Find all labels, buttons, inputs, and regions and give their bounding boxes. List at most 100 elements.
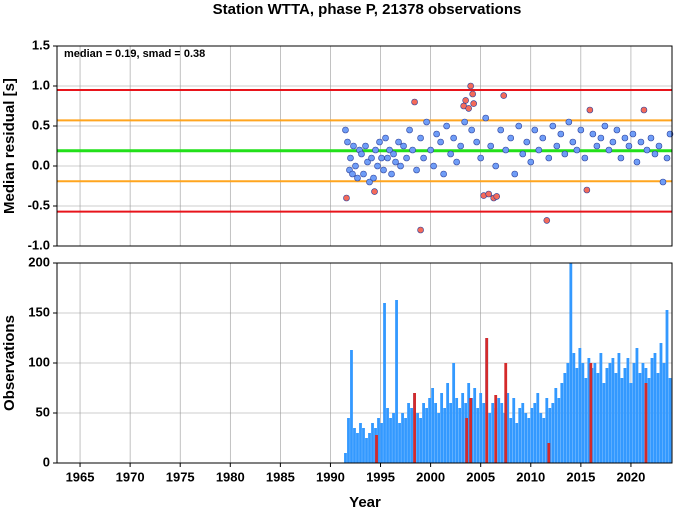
bar	[587, 358, 591, 463]
bar	[650, 358, 654, 463]
y-tick-label: -1.0	[28, 237, 50, 252]
y-tick-label: 50	[36, 404, 50, 419]
bar	[353, 428, 356, 463]
bar	[434, 403, 438, 463]
scatter-point	[605, 146, 613, 154]
scatter-point	[589, 130, 597, 138]
bar	[347, 418, 350, 463]
scatter-point	[468, 126, 475, 134]
scatter-point	[482, 114, 489, 122]
scatter-point	[663, 154, 671, 162]
bar	[575, 368, 579, 463]
x-tick-label: 2010	[516, 469, 545, 484]
scatter-point	[453, 158, 460, 166]
bar	[620, 378, 624, 463]
x-tick-label: 1965	[66, 469, 95, 484]
bar	[593, 363, 597, 463]
scatter-point	[409, 146, 416, 154]
scatter-point	[651, 150, 659, 158]
bar	[469, 398, 473, 463]
scatter-point	[629, 130, 637, 138]
bar	[467, 383, 471, 463]
bar	[527, 418, 531, 463]
annotation: median = 0.19, smad = 0.38	[64, 48, 205, 60]
scatter-point	[457, 142, 464, 150]
bar	[458, 408, 462, 463]
bar	[662, 363, 666, 463]
scatter-point	[350, 142, 357, 150]
scatter-point	[553, 142, 561, 150]
x-tick-label: 1975	[166, 469, 195, 484]
scatter-point	[352, 162, 359, 170]
bar	[506, 393, 510, 463]
bar	[589, 363, 593, 463]
scatter-point	[347, 154, 354, 162]
y-tick-label: 0.5	[32, 117, 50, 132]
scatter-point	[370, 174, 377, 182]
scatter-point	[368, 154, 375, 162]
scatter-point	[601, 122, 609, 130]
bar	[419, 418, 422, 463]
bar	[530, 408, 534, 463]
scatter-point	[461, 118, 468, 126]
plot-area	[344, 263, 672, 463]
bar	[512, 398, 516, 463]
bar	[416, 413, 419, 463]
bar	[641, 363, 645, 463]
x-tick-label: 2020	[616, 469, 645, 484]
bar	[608, 363, 612, 463]
scatter-point	[388, 170, 395, 178]
scatter-point	[358, 150, 365, 158]
bar	[602, 383, 606, 463]
x-tick-label: 1970	[116, 469, 145, 484]
bar	[410, 408, 413, 463]
scatter-point	[343, 194, 350, 202]
scatter-point	[382, 134, 389, 142]
bar	[644, 383, 648, 463]
bar	[389, 418, 392, 463]
bar	[383, 303, 386, 463]
scatter-point	[437, 138, 444, 146]
scatter-point	[420, 154, 427, 162]
bar	[428, 398, 432, 463]
bar	[500, 403, 504, 463]
bar	[653, 353, 657, 463]
scatter-point	[557, 130, 565, 138]
scatter-point	[342, 126, 349, 134]
scatter-point	[477, 154, 484, 162]
bar	[377, 418, 380, 463]
scatter-point	[581, 154, 589, 162]
scatter-point	[573, 146, 581, 154]
scatter-point	[417, 226, 424, 234]
bar	[524, 413, 528, 463]
scatter-point	[443, 122, 450, 130]
bar	[362, 428, 365, 463]
scatter-point	[470, 100, 477, 107]
scatter-point	[376, 138, 383, 146]
bar	[446, 383, 450, 463]
bar	[533, 403, 537, 463]
y-axis-label: Observations	[1, 315, 18, 411]
scatter-point	[417, 134, 424, 142]
bar	[449, 403, 453, 463]
scatter-point	[497, 126, 505, 134]
scatter-point	[390, 150, 397, 158]
y-tick-label: 1.0	[32, 77, 50, 92]
scatter-point	[372, 146, 379, 154]
scatter-point	[597, 134, 605, 142]
scatter-point	[378, 154, 385, 162]
scatter-point	[527, 158, 535, 166]
x-tick-label: 2005	[466, 469, 495, 484]
scatter-point	[380, 166, 387, 174]
bar	[629, 383, 633, 463]
y-tick-label: 100	[28, 354, 50, 369]
scatter-point	[450, 134, 457, 142]
scatter-point	[643, 146, 651, 154]
y-tick-label: 1.5	[32, 37, 50, 52]
bar	[614, 373, 618, 463]
scatter-point	[633, 158, 641, 166]
bar	[536, 393, 540, 463]
bar	[557, 398, 561, 463]
bar	[482, 403, 486, 463]
bar	[380, 423, 383, 463]
